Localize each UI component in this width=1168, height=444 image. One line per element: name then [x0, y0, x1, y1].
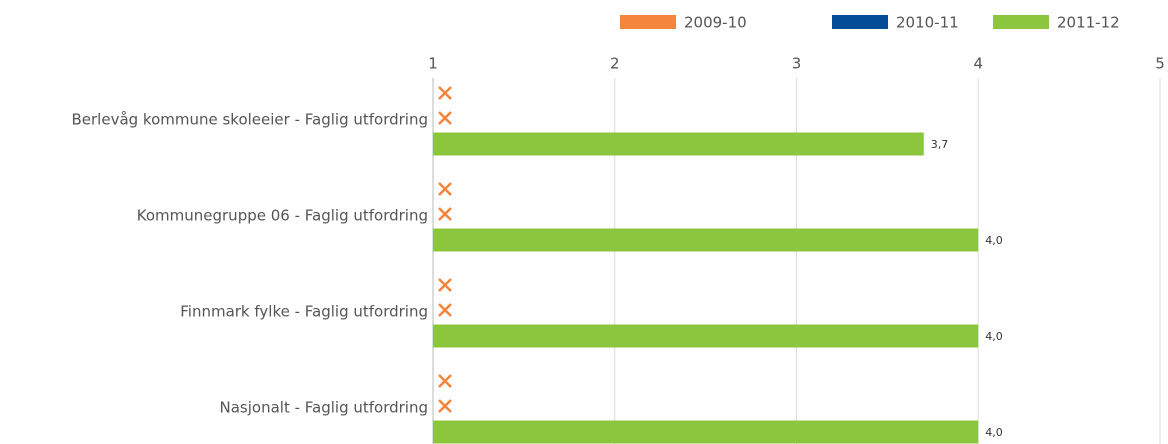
- value-label: 4,0: [985, 426, 1003, 439]
- legend-swatch: [993, 15, 1049, 29]
- bar: [433, 132, 924, 156]
- legend-label: 2009-10: [684, 14, 747, 32]
- legend-label: 2011-12: [1057, 14, 1120, 32]
- category-label: Kommunegruppe 06 - Faglig utfordring: [137, 207, 428, 225]
- bar: [433, 228, 979, 252]
- x-tick-label: 1: [428, 55, 438, 73]
- value-label: 4,0: [985, 330, 1003, 343]
- missing-marker: [438, 111, 452, 125]
- x-tick-label: 3: [792, 55, 802, 73]
- missing-marker: [438, 86, 452, 100]
- missing-marker: [438, 182, 452, 196]
- missing-marker: [438, 399, 452, 413]
- missing-marker: [438, 303, 452, 317]
- value-label: 3,7: [931, 138, 949, 151]
- category-label: Finnmark fylke - Faglig utfordring: [180, 303, 428, 321]
- missing-marker: [438, 374, 452, 388]
- x-tick-label: 5: [1155, 55, 1165, 73]
- missing-marker: [438, 207, 452, 221]
- bar: [433, 420, 979, 444]
- x-tick-label: 2: [610, 55, 620, 73]
- legend-swatch: [620, 15, 676, 29]
- x-tick-label: 4: [973, 55, 983, 73]
- missing-marker: [438, 278, 452, 292]
- category-label: Nasjonalt - Faglig utfordring: [220, 399, 429, 417]
- legend-swatch: [832, 15, 888, 29]
- value-label: 4,0: [985, 234, 1003, 247]
- bar: [433, 324, 979, 348]
- category-label: Berlevåg kommune skoleeier - Faglig utfo…: [71, 111, 428, 129]
- legend-label: 2010-11: [896, 14, 959, 32]
